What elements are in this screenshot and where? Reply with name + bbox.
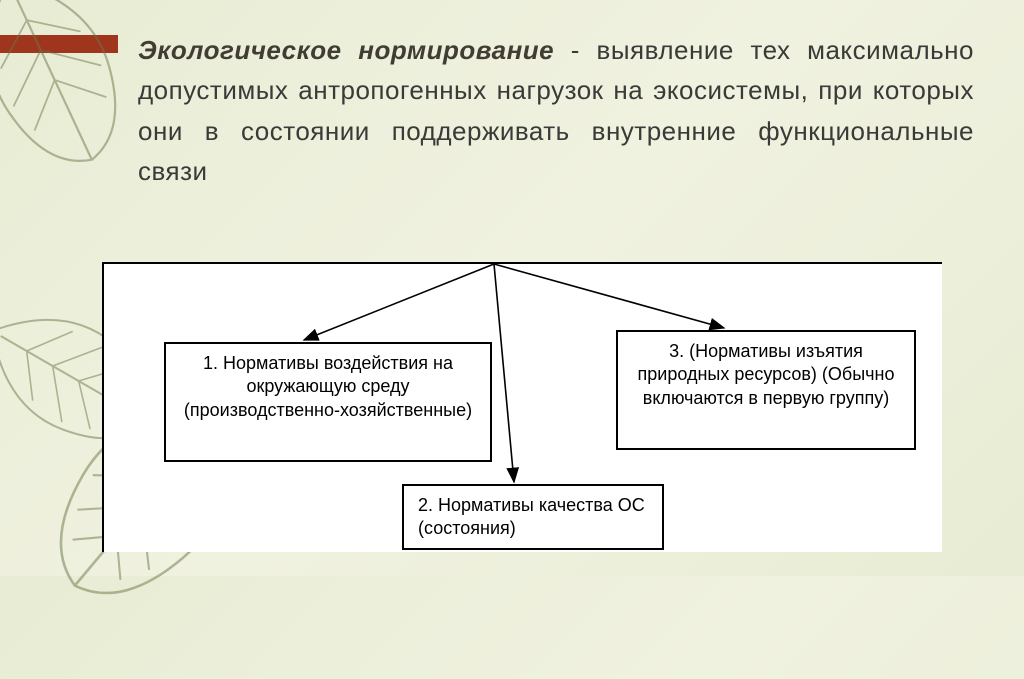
box-2: 2. Нормативы качества ОС (состояния) [402, 484, 664, 550]
box-1: 1. Нормативы воздействия на окружающую с… [164, 342, 492, 462]
slide-content: Экологическое нормирование - выявление т… [138, 30, 974, 191]
box-3: 3. (Нормативы изъятия природных ресурсов… [616, 330, 916, 450]
arrow-to-box2 [494, 264, 514, 482]
arrow-to-box1 [304, 264, 494, 340]
arrow-to-box3 [494, 264, 724, 328]
diagram-area: 1. Нормативы воздействия на окружающую с… [102, 262, 942, 552]
definition-paragraph: Экологическое нормирование - выявление т… [138, 30, 974, 191]
term: Экологическое нормирование [138, 35, 554, 65]
